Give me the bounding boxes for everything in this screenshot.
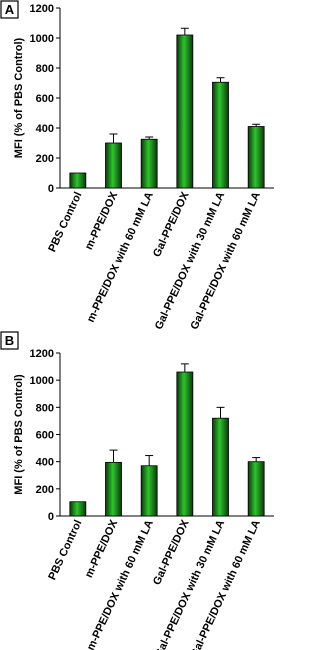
bar: [140, 465, 158, 517]
bar: [212, 81, 229, 189]
y-tick-label: 800: [36, 402, 54, 414]
bar: [69, 501, 87, 517]
y-tick-label: 1000: [30, 375, 54, 387]
bar: [176, 371, 194, 517]
y-tick-label: 200: [36, 153, 54, 165]
error-bar: [252, 457, 261, 462]
x-tick-label: Gal-PPE/DOX: [151, 190, 192, 259]
panel-label: B: [5, 333, 14, 348]
y-tick-label: 0: [48, 511, 54, 523]
error-bar: [145, 136, 154, 140]
x-tick-label: m-PPE/DOX: [83, 190, 121, 252]
x-tick-label: m-PPE/DOX: [83, 518, 121, 580]
panel-label: A: [5, 2, 15, 17]
bar: [69, 172, 87, 189]
y-tick-label: 1000: [30, 33, 54, 45]
error-bar: [109, 133, 118, 143]
x-tick-label: m-PPE/DOX with 60 mM LA: [85, 518, 156, 650]
x-tick-label: Gal-PPE/DOX with 30 mM LA: [153, 190, 227, 331]
error-bar: [180, 363, 189, 373]
error-bar: [109, 449, 118, 463]
y-tick-label: 1200: [30, 3, 54, 15]
panel-box: [0, 0, 19, 19]
error-bar: [252, 123, 261, 127]
x-tick-label: Gal-PPE/DOX with 60 mM LA: [188, 190, 262, 331]
y-axis-label: MFI (% of PBS Control): [13, 37, 25, 158]
x-tick-label: m-PPE/DOX with 60 mM LA: [85, 190, 156, 324]
bar: [247, 461, 265, 517]
x-tick-label: Gal-PPE/DOX: [151, 518, 192, 587]
y-tick-label: 400: [36, 457, 54, 469]
bar: [105, 142, 122, 189]
bar: [212, 417, 229, 517]
y-axis-label: MFI (% of PBS Control): [13, 374, 25, 495]
error-bar: [180, 27, 189, 35]
y-tick-label: 1200: [30, 348, 54, 360]
y-tick-label: 800: [36, 63, 54, 75]
x-tick-label: PBS Control: [46, 518, 84, 582]
x-tick-label: PBS Control: [46, 190, 84, 254]
bar: [176, 34, 194, 189]
bar: [140, 138, 158, 189]
panel-box: [0, 331, 19, 350]
x-tick-label: Gal-PPE/DOX with 60 mM LA: [188, 518, 262, 650]
y-tick-label: 200: [36, 484, 54, 496]
figure: A MFI (% of PBS Control) 0 200 400 600 800 1000…: [0, 0, 274, 650]
y-tick-label: 600: [36, 93, 54, 105]
error-bar: [216, 406, 225, 419]
y-tick-label: 0: [48, 183, 54, 195]
error-bar: [216, 77, 225, 83]
bar: [247, 126, 265, 189]
x-tick-label: Gal-PPE/DOX with 30 mM LA: [153, 518, 227, 650]
error-bar: [145, 455, 154, 466]
y-tick-label: 600: [36, 430, 54, 442]
bar: [105, 461, 122, 517]
y-tick-label: 400: [36, 123, 54, 135]
